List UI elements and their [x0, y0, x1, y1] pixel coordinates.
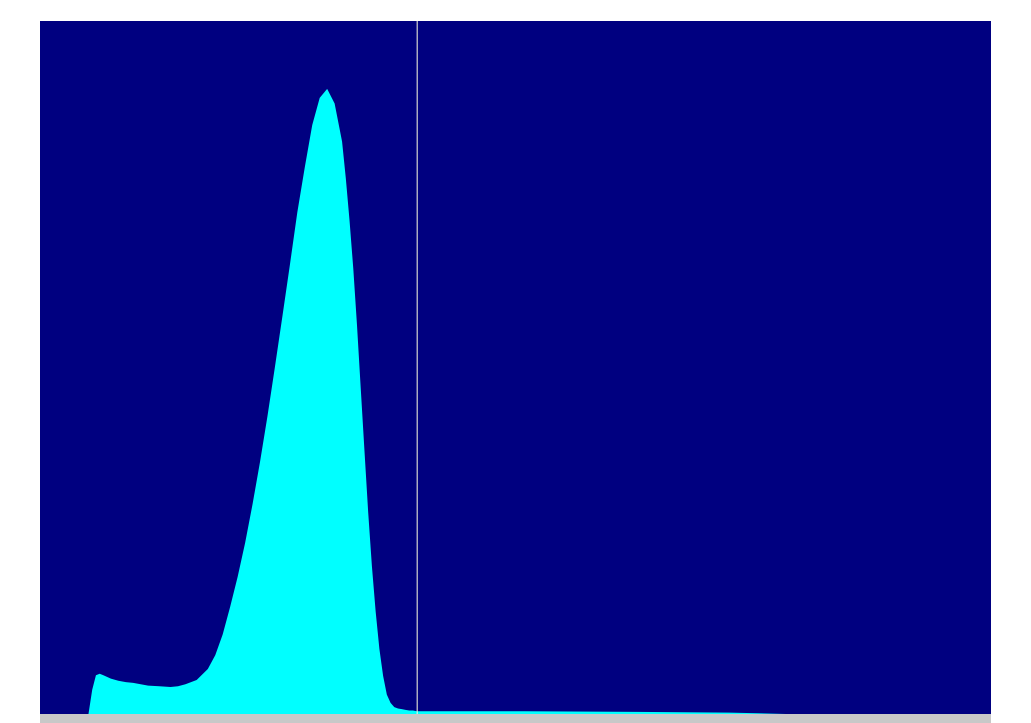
bottom-status-strip [40, 714, 991, 723]
histogram-area [40, 88, 991, 714]
plot-area [40, 21, 991, 723]
plot-background [40, 21, 991, 723]
histogram-chart [40, 21, 991, 723]
